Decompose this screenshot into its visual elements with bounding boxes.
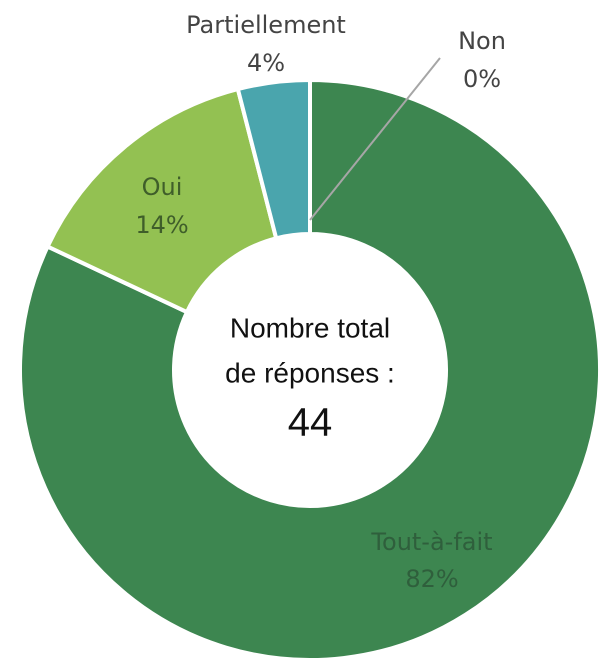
slice-label: Non bbox=[458, 27, 506, 55]
donut-slice bbox=[235, 77, 312, 241]
slice-label: Oui bbox=[142, 173, 183, 201]
slice-value: 0% bbox=[463, 65, 501, 93]
leader-line bbox=[309, 57, 441, 221]
slice-value: 4% bbox=[247, 49, 285, 77]
center-total: 44 bbox=[288, 401, 333, 445]
center-label: de réponses : bbox=[225, 357, 395, 388]
slice-label: Tout-à-fait bbox=[370, 528, 492, 556]
slice-value: 14% bbox=[135, 211, 188, 239]
donut-slice bbox=[18, 77, 602, 661]
slice-label: Partiellement bbox=[186, 11, 346, 39]
slice-value: 82% bbox=[405, 565, 458, 593]
center-label: Nombre total bbox=[230, 312, 390, 343]
donut-slice bbox=[44, 86, 279, 315]
